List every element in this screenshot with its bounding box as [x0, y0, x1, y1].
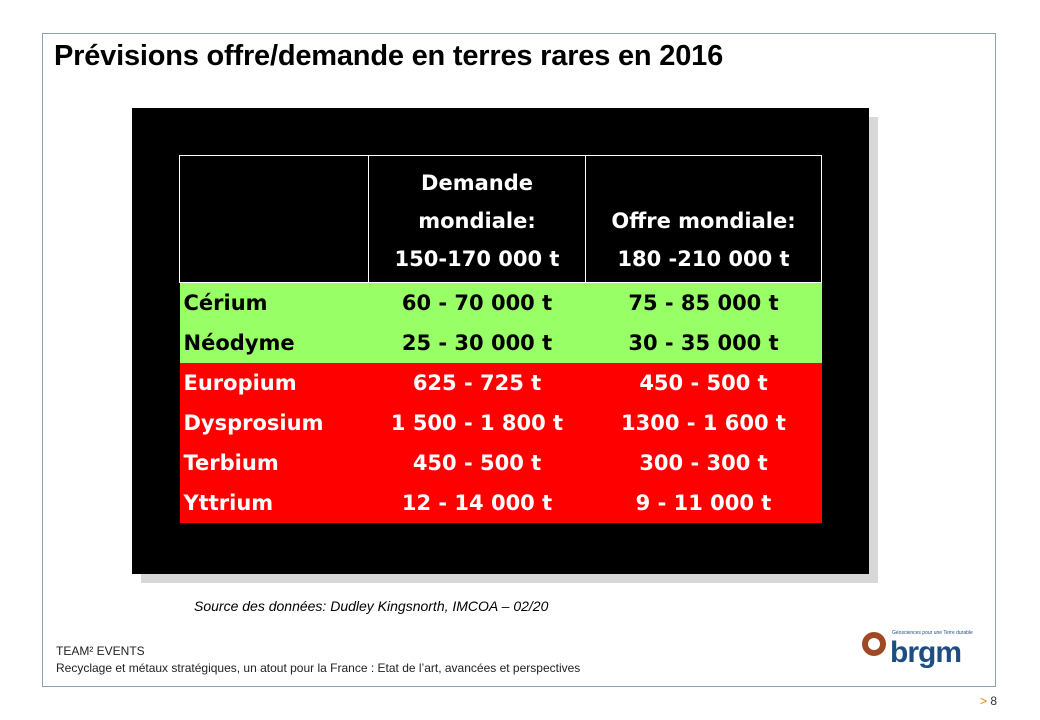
table-row-terbium: Terbium 450 - 500 t 300 - 300 t — [179, 443, 822, 483]
demand-value: 25 - 30 000 t — [368, 323, 586, 363]
element-name: Cérium — [179, 282, 369, 323]
header-demand-line-3: 150-170 000 t — [394, 247, 560, 271]
header-element — [179, 155, 369, 283]
table-row-yttrium: Yttrium 12 - 14 000 t 9 - 11 000 t — [179, 483, 822, 523]
page-arrow-icon: > — [980, 694, 988, 708]
supply-demand-table: Demande mondiale: 150-170 000 t Offre mo… — [179, 155, 822, 523]
demand-value: 450 - 500 t — [368, 443, 586, 483]
logo-wordmark: brgm — [890, 636, 962, 669]
event-subtitle: Recyclage et métaux stratégiques, un ato… — [56, 661, 581, 675]
table-row-europium: Europium 625 - 725 t 450 - 500 t — [179, 363, 822, 403]
table-header-row: Demande mondiale: 150-170 000 t Offre mo… — [179, 155, 822, 283]
header-supply-line-2: 180 -210 000 t — [617, 247, 790, 271]
element-name: Terbium — [179, 443, 369, 483]
demand-value: 625 - 725 t — [368, 363, 586, 403]
demand-value: 12 - 14 000 t — [368, 483, 586, 523]
logo-tagline: Géosciences pour une Terre durable — [892, 630, 973, 636]
brgm-logo: Géosciences pour une Terre durable brgm — [862, 626, 982, 670]
slide-frame — [42, 33, 996, 687]
element-name: Néodyme — [179, 323, 369, 363]
page-number-value: 8 — [990, 694, 998, 708]
table-row-cerium: Cérium 60 - 70 000 t 75 - 85 000 t — [179, 282, 822, 323]
header-demand-line-1: Demande — [421, 171, 533, 195]
table-row-neodyme: Néodyme 25 - 30 000 t 30 - 35 000 t — [179, 323, 822, 363]
table-row-dysprosium: Dysprosium 1 500 - 1 800 t 1300 - 1 600 … — [179, 403, 822, 443]
logo-mark-icon — [862, 632, 886, 656]
slide-title: Prévisions offre/demande en terres rares… — [54, 40, 724, 72]
header-demand-line-2: mondiale: — [418, 209, 536, 233]
supply-value: 300 - 300 t — [585, 443, 822, 483]
supply-value: 30 - 35 000 t — [585, 323, 822, 363]
element-name: Dysprosium — [179, 403, 369, 443]
supply-value: 75 - 85 000 t — [585, 282, 822, 323]
demand-value: 60 - 70 000 t — [368, 282, 586, 323]
supply-value: 1300 - 1 600 t — [585, 403, 822, 443]
source-note: Source des données: Dudley Kingsnorth, I… — [194, 598, 549, 614]
header-demand: Demande mondiale: 150-170 000 t — [368, 155, 586, 283]
supply-value: 450 - 500 t — [585, 363, 822, 403]
element-name: Europium — [179, 363, 369, 403]
header-supply-line-1: Offre mondiale: — [611, 209, 796, 233]
demand-value: 1 500 - 1 800 t — [368, 403, 586, 443]
page-number: > 8 — [980, 694, 997, 708]
event-name: TEAM² EVENTS — [56, 644, 145, 658]
element-name: Yttrium — [179, 483, 369, 523]
footer-event: TEAM² EVENTS Recyclage et métaux stratég… — [56, 643, 580, 677]
header-supply: Offre mondiale: 180 -210 000 t — [585, 155, 822, 283]
supply-value: 9 - 11 000 t — [585, 483, 822, 523]
